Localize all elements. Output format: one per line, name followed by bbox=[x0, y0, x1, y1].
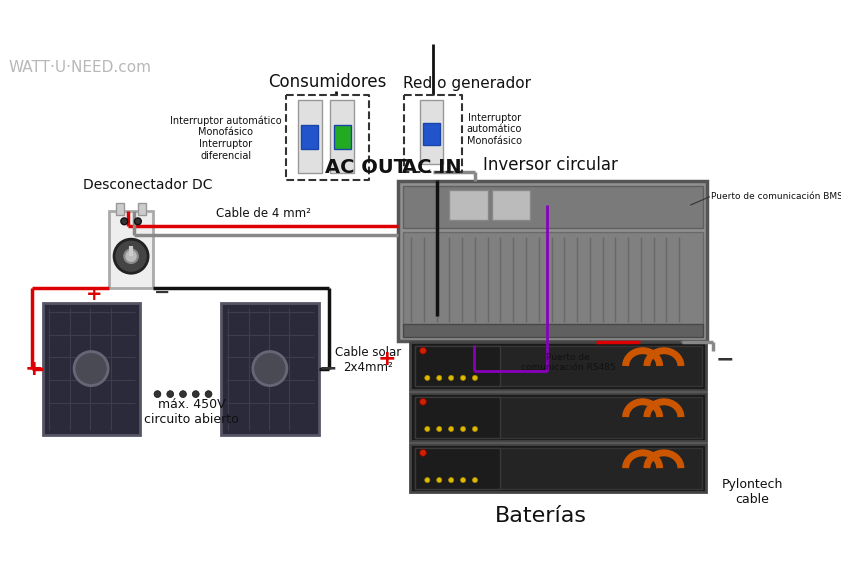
Text: Interruptor
automático
Monofásico: Interruptor automático Monofásico bbox=[467, 113, 521, 146]
Bar bbox=[334, 125, 351, 149]
Bar bbox=[410, 393, 706, 441]
Text: Cable solar
2x4mm²: Cable solar 2x4mm² bbox=[335, 346, 401, 374]
Circle shape bbox=[461, 375, 466, 380]
Circle shape bbox=[74, 352, 108, 386]
Bar bbox=[331, 101, 354, 173]
Bar bbox=[420, 101, 443, 164]
Circle shape bbox=[473, 375, 478, 380]
Bar bbox=[403, 324, 703, 337]
Bar bbox=[301, 125, 319, 149]
Circle shape bbox=[473, 427, 478, 431]
Circle shape bbox=[473, 478, 478, 483]
Bar bbox=[221, 303, 320, 435]
Circle shape bbox=[135, 218, 141, 225]
Circle shape bbox=[425, 478, 430, 483]
Circle shape bbox=[461, 427, 466, 431]
Circle shape bbox=[253, 352, 287, 386]
Circle shape bbox=[461, 478, 466, 483]
Text: +: + bbox=[377, 349, 396, 369]
Bar bbox=[403, 232, 703, 326]
Circle shape bbox=[448, 375, 453, 380]
Text: Pylontech
cable: Pylontech cable bbox=[722, 478, 783, 506]
Bar bbox=[415, 345, 702, 387]
Text: Puerto de
comunicación RS485: Puerto de comunicación RS485 bbox=[521, 353, 616, 372]
Text: Red o generador: Red o generador bbox=[404, 76, 532, 91]
Circle shape bbox=[448, 478, 453, 483]
Bar bbox=[410, 444, 706, 492]
Text: máx. 450V
circuito abierto: máx. 450V circuito abierto bbox=[144, 398, 239, 426]
Bar bbox=[415, 345, 500, 387]
Bar bbox=[138, 202, 146, 214]
Text: +: + bbox=[86, 285, 102, 304]
Circle shape bbox=[167, 391, 173, 398]
Circle shape bbox=[420, 450, 426, 456]
Bar bbox=[109, 211, 153, 288]
Bar bbox=[403, 185, 703, 228]
Bar bbox=[43, 303, 140, 435]
Circle shape bbox=[154, 391, 161, 398]
Circle shape bbox=[448, 427, 453, 431]
Bar bbox=[415, 448, 500, 488]
Text: Puerto de comunicación BMS: Puerto de comunicación BMS bbox=[711, 192, 841, 201]
Circle shape bbox=[436, 478, 442, 483]
Circle shape bbox=[425, 375, 430, 380]
Circle shape bbox=[425, 427, 430, 431]
Text: −: − bbox=[319, 359, 337, 379]
Bar bbox=[415, 396, 702, 438]
Circle shape bbox=[420, 398, 426, 405]
Text: Interruptor automático
Monofásico
Interruptor
diferencial: Interruptor automático Monofásico Interr… bbox=[170, 115, 282, 161]
Circle shape bbox=[124, 249, 138, 263]
Text: AC OUT: AC OUT bbox=[325, 158, 407, 177]
Text: WATT·U·NEED.com: WATT·U·NEED.com bbox=[8, 59, 151, 74]
Bar bbox=[492, 190, 531, 220]
Text: −: − bbox=[154, 283, 170, 301]
Text: −: − bbox=[716, 349, 734, 369]
Circle shape bbox=[121, 218, 128, 225]
Bar bbox=[116, 202, 124, 214]
Bar bbox=[415, 396, 500, 438]
Bar bbox=[449, 190, 488, 220]
Circle shape bbox=[436, 375, 442, 380]
Bar bbox=[298, 101, 322, 173]
Text: Baterías: Baterías bbox=[495, 506, 587, 526]
Bar bbox=[399, 181, 707, 341]
Circle shape bbox=[114, 239, 148, 273]
Text: Cable de 4 mm²: Cable de 4 mm² bbox=[216, 206, 311, 220]
Text: Desconectador DC: Desconectador DC bbox=[83, 178, 213, 192]
Circle shape bbox=[420, 347, 426, 354]
Circle shape bbox=[205, 391, 212, 398]
Bar bbox=[423, 122, 440, 145]
Bar bbox=[415, 448, 702, 488]
Text: +: + bbox=[24, 359, 44, 379]
Text: Inversor circular: Inversor circular bbox=[484, 157, 618, 174]
Circle shape bbox=[436, 427, 442, 431]
Circle shape bbox=[193, 391, 199, 398]
Circle shape bbox=[180, 391, 187, 398]
Text: AC IN: AC IN bbox=[402, 158, 462, 177]
Bar bbox=[410, 342, 706, 390]
Text: Consumidores: Consumidores bbox=[268, 73, 387, 91]
